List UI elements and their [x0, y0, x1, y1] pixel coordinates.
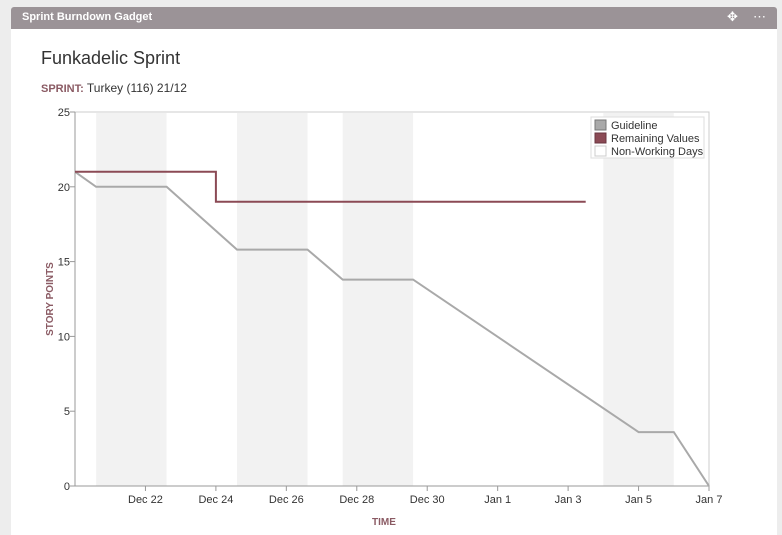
x-tick-label: Dec 30: [410, 494, 445, 506]
non-working-band: [96, 113, 167, 486]
x-tick-label: Dec 22: [128, 494, 163, 506]
sprint-value: Turkey (116) 21/12: [86, 81, 187, 95]
sprint-info: SPRINT: Turkey (116) 21/12: [41, 81, 187, 95]
legend-swatch: [594, 132, 607, 144]
gadget-title: Sprint Burndown Gadget: [22, 11, 153, 23]
x-tick-label: Jan 3: [555, 494, 582, 506]
legend-item-remaining: Remaining Values: [611, 133, 700, 145]
y-tick-label: 20: [58, 182, 70, 194]
legend-item-non-working: Non-Working Days: [611, 146, 704, 158]
remaining-values-line: [75, 170, 586, 203]
sprint-label: SPRINT:: [41, 83, 84, 95]
x-tick-label: Dec 24: [198, 494, 233, 506]
non-working-band: [603, 113, 674, 486]
y-tick-label: 25: [58, 107, 70, 119]
y-tick-label: 0: [64, 481, 70, 493]
y-tick-label: 5: [64, 406, 70, 418]
legend-item-guideline: Guideline: [611, 120, 657, 132]
move-icon[interactable]: ✥: [727, 9, 738, 24]
x-tick-label: Dec 26: [269, 494, 304, 506]
x-tick-label: Jan 1: [484, 494, 511, 506]
gadget-header: Sprint Burndown Gadget ✥ ⋯: [11, 7, 777, 29]
y-tick-label: 10: [58, 331, 70, 343]
x-tick-label: Jan 7: [696, 494, 723, 506]
x-tick-label: Jan 5: [625, 494, 652, 506]
non-working-band: [237, 113, 308, 486]
legend-box: [590, 116, 705, 159]
sprint-title: Funkadelic Sprint: [41, 48, 181, 68]
y-tick-label: 15: [58, 257, 70, 269]
legend-swatch: [594, 145, 607, 157]
guideline-line: [74, 170, 710, 487]
y-axis-title: STORY POINTS: [45, 262, 56, 336]
legend-swatch: [594, 119, 607, 131]
non-working-band: [342, 113, 414, 486]
more-icon[interactable]: ⋯: [753, 9, 767, 24]
x-tick-label: Dec 28: [339, 494, 374, 506]
x-axis-title: TIME: [372, 517, 396, 528]
